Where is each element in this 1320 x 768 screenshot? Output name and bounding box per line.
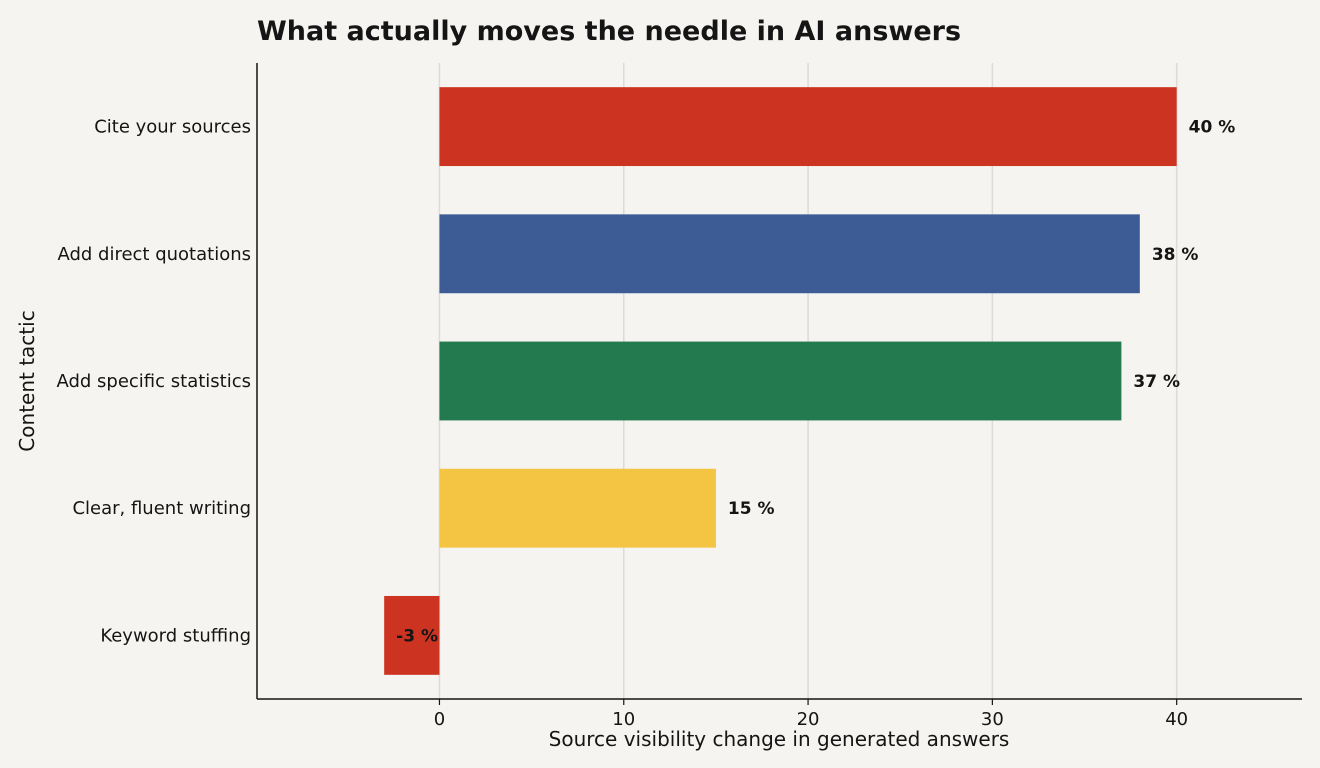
bar (439, 468, 716, 548)
data-label: 38 % (1152, 245, 1199, 265)
category-label: Clear, fluent writing (72, 498, 251, 519)
x-tick-label: 40 (1165, 709, 1188, 730)
x-tick-label: 10 (612, 709, 635, 730)
x-tick-label: 0 (434, 709, 445, 730)
bar (439, 87, 1177, 167)
chart-title: What actually moves the needle in AI ans… (257, 16, 961, 47)
data-label: 37 % (1133, 372, 1180, 392)
x-axis-label: Source visibility change in generated an… (549, 727, 1010, 751)
data-label: 40 % (1189, 118, 1236, 138)
bars (384, 87, 1177, 675)
data-label: 15 % (728, 499, 775, 519)
category-labels: Cite your sources Add direct quotations Ad… (56, 117, 251, 647)
x-tick-label: 20 (797, 709, 820, 730)
x-tick-labels: 0 10 20 30 40 (434, 699, 1188, 730)
data-label: -3 % (396, 626, 438, 646)
category-label: Keyword stuffing (100, 625, 251, 646)
y-axis-label: Content tactic (15, 310, 39, 451)
category-label: Cite your sources (94, 117, 251, 138)
bar (439, 341, 1122, 421)
x-tick-label: 30 (981, 709, 1004, 730)
bar (439, 214, 1140, 294)
category-label: Add specific statistics (56, 371, 251, 392)
data-labels: 40 % 38 % 37 % 15 % -3 % (396, 118, 1235, 647)
category-label: Add direct quotations (57, 244, 251, 265)
bar (384, 595, 440, 675)
